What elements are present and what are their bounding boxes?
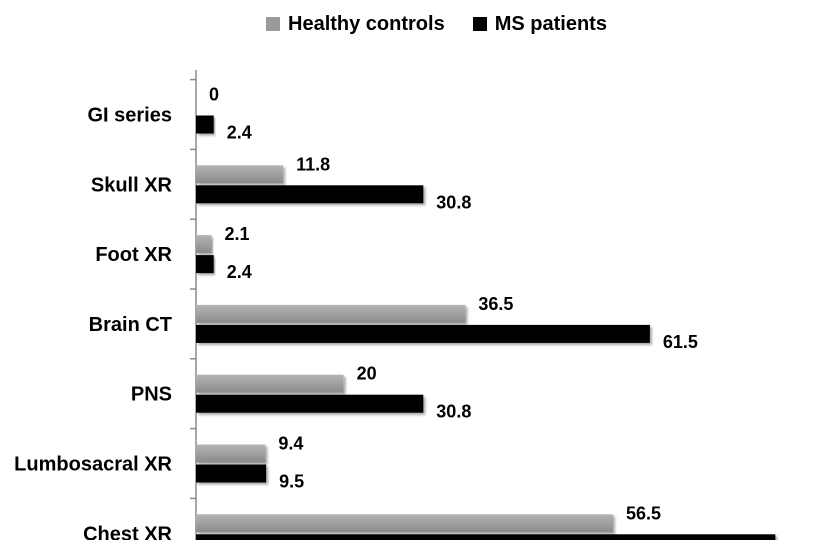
legend-label-healthy-controls: Healthy controls xyxy=(288,12,445,35)
category-label-foot-xr: Foot XR xyxy=(95,244,172,266)
category-label-lumbosacral-xr: Lumbosacral XR xyxy=(14,454,172,476)
value-label-healthy-controls-brain-ct: 36.5 xyxy=(478,294,513,314)
bar-ms-patients-brain-ct xyxy=(196,324,650,343)
legend-swatch-ms-patients xyxy=(472,17,487,31)
bar-healthy-controls-brain-ct xyxy=(196,304,466,323)
value-label-ms-patients-gi-series: 2.4 xyxy=(227,123,252,143)
bar-healthy-controls-skull-xr xyxy=(196,165,284,184)
bar-ms-patients-foot-xr xyxy=(196,255,214,274)
legend-swatch-healthy-controls xyxy=(266,17,280,31)
bar-healthy-controls-foot-xr xyxy=(196,235,212,254)
bar-ms-patients-gi-series xyxy=(196,115,214,134)
legend-label-ms-patients: MS patients xyxy=(494,12,607,35)
value-label-healthy-controls-lumbosacral-xr: 9.4 xyxy=(278,434,303,454)
value-label-healthy-controls-foot-xr: 2.1 xyxy=(224,224,249,244)
legend-item-ms-patients: MS patients xyxy=(472,12,607,36)
category-label-pns: PNS xyxy=(131,384,172,406)
bar-healthy-controls-pns xyxy=(196,374,344,393)
value-label-healthy-controls-chest-xr: 56.5 xyxy=(626,503,661,523)
legend-item-healthy-controls: Healthy controls xyxy=(266,13,445,36)
value-label-ms-patients-brain-ct: 61.5 xyxy=(663,332,698,352)
bar-ms-patients-lumbosacral-xr xyxy=(196,464,267,483)
category-label-chest-xr: Chest XR xyxy=(83,523,172,540)
bar-healthy-controls-lumbosacral-xr xyxy=(196,444,266,463)
value-label-healthy-controls-skull-xr: 11.8 xyxy=(296,154,330,174)
category-label-skull-xr: Skull XR xyxy=(91,174,173,196)
bar-ms-patients-skull-xr xyxy=(196,185,424,204)
category-label-brain-ct: Brain CT xyxy=(89,314,172,336)
value-label-healthy-controls-gi-series: 0 xyxy=(209,85,219,105)
bar-healthy-controls-chest-xr xyxy=(196,514,613,533)
bar-ms-patients-pns xyxy=(196,394,424,413)
value-label-ms-patients-lumbosacral-xr: 9.5 xyxy=(279,472,304,492)
legend: Healthy controls MS patients xyxy=(266,10,607,38)
value-label-ms-patients-skull-xr: 30.8 xyxy=(436,192,471,212)
value-label-healthy-controls-pns: 20 xyxy=(357,364,377,384)
value-label-ms-patients-foot-xr: 2.4 xyxy=(227,262,252,282)
bar-ms-patients-chest-xr xyxy=(196,534,776,540)
category-label-gi-series: GI series xyxy=(87,105,172,127)
value-label-ms-patients-pns: 30.8 xyxy=(436,402,471,422)
